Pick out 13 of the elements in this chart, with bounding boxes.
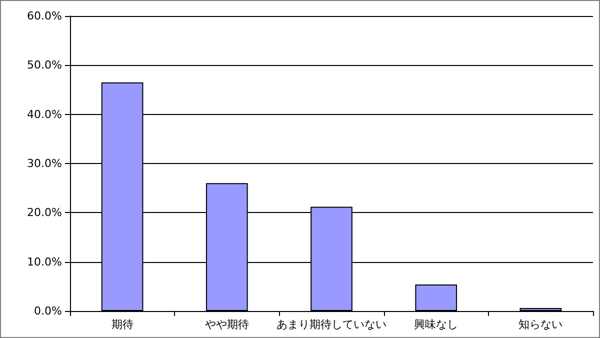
x-tick-label: 興味なし <box>414 318 458 331</box>
bar <box>415 284 458 311</box>
x-tick-label: 知らない <box>518 318 563 331</box>
y-tick-label: 50.0% <box>27 58 62 72</box>
y-tick-label: 10.0% <box>27 255 62 268</box>
x-tick-label: あまり期待していない <box>276 318 386 331</box>
y-tick-label: 40.0% <box>27 108 62 121</box>
y-tick-label: 0.0% <box>34 304 62 318</box>
x-tick-label: やや期待 <box>204 318 249 331</box>
x-tick-label: 期待 <box>111 318 134 331</box>
y-tick-label: 20.0% <box>27 206 62 220</box>
y-tick-label: 30.0% <box>27 157 62 170</box>
y-tick-label: 60.0% <box>27 10 62 22</box>
